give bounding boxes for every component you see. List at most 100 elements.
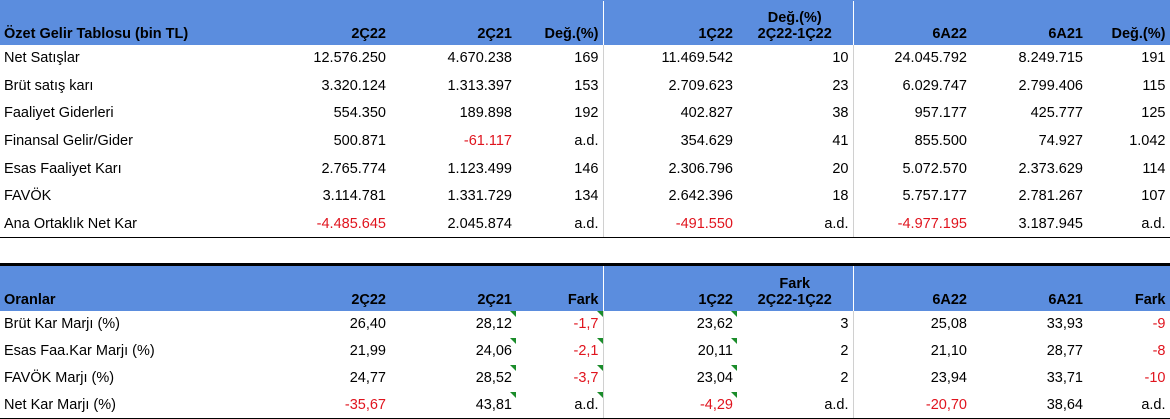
table-cell: 23,62 (602, 310, 737, 338)
table-cell: 191 (1087, 44, 1170, 73)
table-cell: 28,77 (1046, 343, 1083, 359)
table-cell: 5.072.570 (852, 154, 971, 183)
table-cell: 115 (1087, 72, 1170, 100)
ratios-header-6m21: 6A21 (971, 263, 1087, 311)
table-cell: 2.045.874 (390, 210, 516, 239)
table-cell: -8 (1087, 337, 1170, 365)
table-cell: 2.306.796 (602, 154, 737, 183)
table-cell: 43,81 (390, 391, 516, 419)
row-label: Brüt Kar Marjı (%) (4, 316, 121, 332)
row-label: Ana Ortaklık Net Kar (0, 210, 270, 239)
table-cell: 2.709.623 (602, 72, 737, 100)
ratios-header-qoq-diff: Fark 2Ç22-1Ç22 (737, 263, 853, 311)
table-cell: 3.320.124 (321, 77, 386, 94)
row-label: Esas Faa.Kar Marjı (%) (4, 343, 155, 359)
income-header-2q22: 2Ç22 (270, 0, 390, 45)
table-cell: 24,77 (349, 370, 386, 386)
table-cell: a.d. (1087, 210, 1170, 239)
table-cell: 2.373.629 (1018, 160, 1083, 177)
table-cell: -491.550 (602, 210, 737, 239)
income-row: Net Satışlar 12.576.250 4.670.238 169 11.469… (0, 44, 1170, 73)
ratios-header-6m-diff: Fark (1087, 263, 1170, 311)
table-cell: 153 (574, 77, 599, 94)
table-cell: -4,29 (602, 391, 737, 419)
table-cell: 189.898 (459, 105, 512, 122)
table-cell: 18 (832, 188, 849, 205)
table-cell: 38 (832, 105, 849, 122)
income-header-2q21: 2Ç21 (390, 0, 516, 45)
row-label: FAVÖK Marjı (%) (4, 370, 115, 386)
table-cell: 28,52 (390, 364, 516, 392)
ratio-row: Brüt Kar Marjı (%) 26,40 28,12 -1,7 23,62 3 25… (0, 310, 1170, 338)
table-cell: 74.927 (1038, 133, 1083, 150)
table-cell: a.d. (516, 391, 603, 419)
table-cell: 114 (1087, 154, 1170, 183)
income-row: FAVÖK 3.114.781 1.331.729 134 2.642.396 18 5.7… (0, 182, 1170, 211)
table-cell: 21,10 (852, 337, 971, 365)
table-cell: a.d. (1087, 391, 1170, 419)
table-cell: 1.331.729 (447, 188, 512, 205)
table-cell: 554.350 (333, 105, 386, 122)
table-cell: 2 (840, 370, 849, 386)
row-label: Net Kar Marjı (%) (0, 391, 270, 419)
income-header-1q22: 1Ç22 (602, 0, 737, 45)
table-cell: 2 (840, 343, 849, 359)
table-cell: 38,64 (971, 391, 1087, 419)
row-label: Finansal Gelir/Gider (4, 133, 133, 150)
table-cell: 11.469.542 (602, 44, 737, 73)
table-cell: 855.500 (852, 127, 971, 155)
ratio-row: Esas Faa.Kar Marjı (%) 21,99 24,06 -2,1 20,1… (0, 337, 1170, 365)
table-cell: 1.123.499 (447, 160, 512, 177)
table-cell: -4.485.645 (270, 210, 390, 239)
table-cell: -1,7 (516, 310, 603, 338)
table-cell: 28,12 (390, 310, 516, 338)
ratios-header-qoq-text: Fark 2Ç22-1Ç22 (757, 275, 832, 308)
table-cell: 192 (574, 105, 599, 122)
table-cell: 21,99 (349, 343, 386, 359)
row-label: Brüt satış karı (4, 77, 94, 94)
table-cell: -2,1 (516, 337, 603, 365)
income-header-qoq-text: Değ.(%) 2Ç22-1Ç22 (757, 9, 832, 42)
row-label: FAVÖK (4, 188, 52, 205)
income-row: Faaliyet Giderleri 554.350 189.898 192 402.8… (0, 99, 1170, 128)
table-cell: 23,94 (852, 364, 971, 392)
table-cell: 33,71 (1046, 370, 1083, 386)
table-cell: 957.177 (852, 99, 971, 128)
ratios-header-row: Oranlar 2Ç22 2Ç21 Fark 1Ç22 Fark 2Ç22-1Ç… (0, 263, 1170, 311)
table-cell: 134 (574, 188, 599, 205)
table-cell: -20,70 (852, 391, 971, 419)
row-label: Net Satışlar (4, 50, 80, 67)
table-cell: 41 (832, 133, 849, 150)
table-cell: 4.670.238 (447, 50, 512, 67)
table-cell: 23 (832, 77, 849, 94)
table-cell: 500.871 (333, 133, 386, 150)
table-cell: -4.977.195 (852, 210, 971, 239)
income-statement-table: Özet Gelir Tablosu (bin TL) 2Ç22 2Ç21 De… (0, 0, 1170, 239)
table-cell: 402.827 (602, 99, 737, 128)
table-cell: 20,11 (602, 337, 737, 365)
ratios-header-2q21: 2Ç21 (390, 263, 516, 311)
table-cell: 425.777 (1030, 105, 1083, 122)
table-cell: 3 (840, 316, 849, 332)
ratio-row: Net Kar Marjı (%) -35,67 43,81 a.d. -4,29 a.d… (0, 391, 1170, 419)
table-cell: 12.576.250 (313, 50, 386, 67)
table-cell: a.d. (737, 210, 853, 239)
table-cell: a.d. (516, 210, 603, 239)
ratios-header-6m22: 6A22 (852, 263, 971, 311)
table-cell: 24,06 (390, 337, 516, 365)
income-header-6m21: 6A21 (971, 0, 1087, 45)
income-row: Brüt satış karı 3.320.124 1.313.397 153 2.70… (0, 72, 1170, 100)
table-cell: 3.187.945 (971, 210, 1087, 239)
table-cell: 146 (574, 160, 599, 177)
table-cell: 2.781.267 (1018, 188, 1083, 205)
table-cell: 25,08 (852, 310, 971, 338)
table-cell: 1.313.397 (447, 77, 512, 94)
income-header-row: Özet Gelir Tablosu (bin TL) 2Ç22 2Ç21 De… (0, 0, 1170, 45)
table-cell: 20 (832, 160, 849, 177)
table-cell: 2.765.774 (321, 160, 386, 177)
table-cell: -3,7 (516, 364, 603, 392)
table-cell: -10 (1087, 364, 1170, 392)
table-cell: 5.757.177 (852, 182, 971, 211)
row-label: Faaliyet Giderleri (4, 105, 114, 122)
table-cell: 1.042 (1087, 127, 1170, 155)
